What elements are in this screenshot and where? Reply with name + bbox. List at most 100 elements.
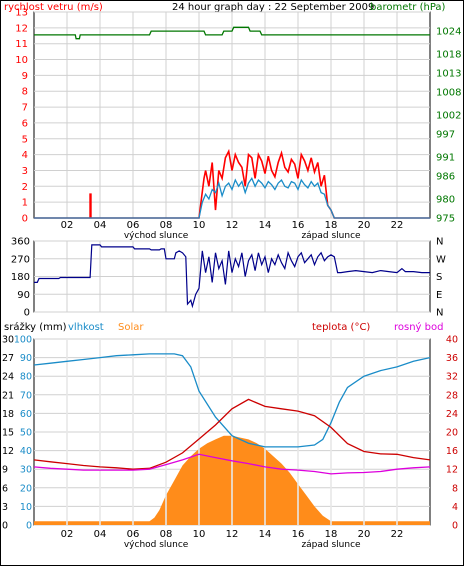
temp-tick-label: 8	[452, 483, 458, 494]
x-tick-label: 22	[391, 220, 404, 231]
wind-pressure-panel: 0123456789101112139759809869919971002100…	[15, 8, 461, 242]
temp-tick-label: 4	[452, 502, 458, 513]
precip-tick-label: 9	[2, 465, 8, 476]
direction-compass-label: S	[436, 272, 442, 283]
precip-tick-label: 30	[2, 335, 14, 346]
wind-speed-tick-label: 8	[22, 87, 28, 98]
direction-compass-label: E	[436, 290, 442, 301]
temp-tick-label: 20	[446, 428, 458, 439]
dewpoint-line	[33, 453, 431, 475]
x-tick-label: 22	[391, 529, 404, 540]
wind-speed-tick-label: 7	[22, 103, 28, 114]
pressure-tick-label: 980	[436, 194, 455, 205]
wind-speed-tick-label: 6	[22, 118, 28, 129]
wind-speed-tick-label: 1	[22, 198, 28, 209]
wind-speed-tick-label: 13	[15, 8, 28, 19]
x-tick-label: 08	[160, 220, 173, 231]
humidity-tick-label: 100	[14, 335, 32, 346]
pressure-tick-label: 997	[436, 130, 455, 141]
direction-degree-label: 270	[11, 254, 30, 265]
precip-tick-label: 27	[2, 353, 14, 364]
temp-tick-label: 40	[446, 335, 458, 346]
x-tick-label: 20	[358, 529, 371, 540]
x-tick-label: 02	[61, 220, 74, 231]
x-tick-label: 12	[226, 529, 239, 540]
humidity-tick-label: 20	[20, 483, 32, 494]
temp-tick-label: 24	[446, 409, 458, 420]
temp-tick-label: 12	[446, 465, 458, 476]
x-tick-label: 06	[127, 220, 140, 231]
pressure-tick-label: 1024	[436, 27, 461, 38]
wind-speed-tick-label: 0	[22, 214, 28, 225]
direction-degree-label: 0	[24, 308, 30, 319]
x-tick-label: 18	[325, 220, 338, 231]
precip-tick-label: 3	[2, 502, 8, 513]
direction-degree-label: 90	[17, 290, 30, 301]
x-tick-label: 18	[325, 529, 338, 540]
precip-tick-label: 21	[2, 390, 14, 401]
x-tick-label: 04	[94, 220, 107, 231]
precip-tick-label: 6	[2, 483, 8, 494]
direction-degree-label: 360	[11, 237, 30, 248]
x-tick-label: 12	[226, 220, 239, 231]
pressure-tick-label: 1002	[436, 111, 461, 122]
humidity-tick-label: 50	[20, 428, 32, 439]
direction-line	[34, 244, 430, 309]
wind-speed-tick-label: 12	[15, 23, 28, 34]
pressure-axis-title: barometr (hPa)	[370, 2, 446, 13]
chart-title: 24 hour graph day : 22 September 2009	[172, 2, 374, 13]
humidity-tick-label: 10	[20, 502, 32, 513]
sunrise-label: východ slunce	[124, 540, 189, 550]
sunrise-label: východ slunce	[124, 231, 189, 241]
humidity-tick-label: 60	[20, 409, 32, 420]
pressure-tick-label: 1018	[436, 49, 461, 60]
dewpoint-legend: rosný bod	[394, 321, 443, 333]
temp-tick-label: 0	[452, 521, 458, 532]
wind-speed-tick-label: 2	[22, 182, 28, 193]
humidity-tick-label: 40	[20, 446, 32, 457]
pressure-tick-label: 991	[436, 152, 455, 163]
precip-axis-title: srážky (mm)	[4, 321, 67, 333]
pressure-tick-label: 975	[436, 214, 455, 225]
humidity-tick-label: 0	[26, 521, 32, 532]
x-tick-label: 08	[160, 529, 173, 540]
precip-tick-label: 18	[2, 409, 14, 420]
wind-speed-axis-title: rychlost vetru (m/s)	[4, 2, 103, 13]
wind-speed-tick-label: 10	[15, 55, 28, 66]
sunset-label: západ slunce	[301, 540, 361, 550]
wind-speed-tick-label: 5	[22, 134, 28, 145]
x-tick-label: 02	[61, 529, 74, 540]
pressure-tick-label: 986	[436, 172, 455, 183]
x-tick-label: 14	[259, 220, 272, 231]
temp-tick-label: 36	[446, 353, 458, 364]
sunset-label: západ slunce	[301, 231, 361, 241]
humidity-legend: vlhkost	[68, 322, 104, 333]
precip-tick-label: 24	[2, 372, 14, 383]
gust-line	[34, 148, 430, 219]
humidity-tick-label: 90	[20, 353, 32, 364]
solar-legend: Solar	[118, 322, 144, 333]
x-tick-label: 10	[193, 220, 206, 231]
x-tick-label: 16	[292, 529, 305, 540]
precip-tick-label: 15	[2, 428, 14, 439]
temperature-panel: 0 0 0 3 10 4 6 20 8 9 30 12 12 40 16 15 50 20 18 60 24 21 70 28…	[2, 335, 458, 551]
wind-speed-tick-label: 3	[22, 166, 28, 177]
x-tick-label: 06	[127, 529, 140, 540]
direction-compass-label: W	[436, 254, 446, 265]
direction-degree-label: 180	[11, 272, 30, 283]
precip-tick-label: 12	[2, 446, 14, 457]
x-tick-label: 20	[358, 220, 371, 231]
pressure-line	[34, 26, 430, 40]
humidity-line	[33, 353, 431, 448]
humidity-tick-label: 70	[20, 390, 32, 401]
wind-speed-tick-label: 9	[22, 71, 28, 82]
x-tick-label: 16	[292, 220, 305, 231]
x-tick-label: 10	[193, 529, 206, 540]
pressure-tick-label: 1013	[436, 69, 461, 80]
temp-tick-label: 32	[446, 372, 458, 383]
wind-speed-tick-label: 4	[22, 150, 28, 161]
humidity-tick-label: 30	[20, 465, 32, 476]
wind-speed-tick-label: 11	[15, 39, 28, 50]
